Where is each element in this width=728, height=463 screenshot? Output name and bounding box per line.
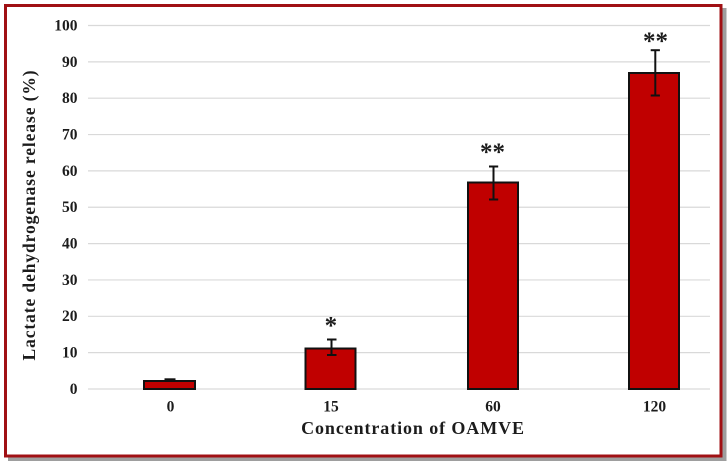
svg-text:20: 20 bbox=[62, 308, 78, 325]
svg-text:120: 120 bbox=[643, 398, 667, 415]
svg-text:90: 90 bbox=[62, 54, 78, 71]
svg-text:**: ** bbox=[480, 139, 505, 166]
svg-text:*: * bbox=[325, 313, 338, 340]
svg-text:100: 100 bbox=[54, 17, 78, 34]
svg-text:Concentration of OAMVE: Concentration of OAMVE bbox=[301, 418, 525, 438]
svg-text:60: 60 bbox=[62, 163, 78, 180]
svg-text:30: 30 bbox=[62, 272, 78, 289]
svg-text:0: 0 bbox=[70, 381, 78, 398]
svg-text:40: 40 bbox=[62, 236, 78, 253]
svg-text:70: 70 bbox=[62, 127, 78, 144]
svg-text:0: 0 bbox=[167, 398, 175, 415]
svg-text:80: 80 bbox=[62, 90, 78, 107]
svg-text:15: 15 bbox=[323, 398, 339, 415]
svg-text:10: 10 bbox=[62, 345, 78, 362]
svg-text:**: ** bbox=[643, 28, 668, 55]
svg-text:50: 50 bbox=[62, 199, 78, 216]
svg-text:Lactate dehydrogenase release: Lactate dehydrogenase release (%) bbox=[19, 69, 39, 360]
svg-text:60: 60 bbox=[485, 398, 501, 415]
